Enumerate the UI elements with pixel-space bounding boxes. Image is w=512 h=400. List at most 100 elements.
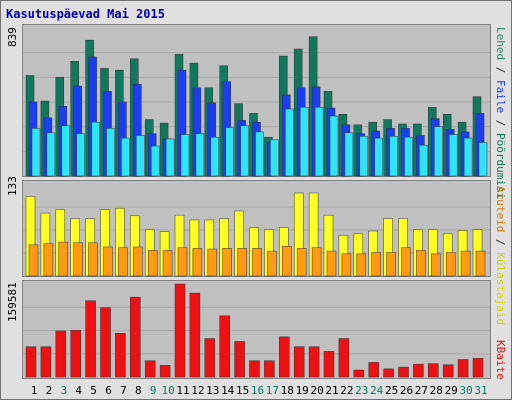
day-label: 26 — [400, 384, 413, 397]
bar-lehed — [61, 125, 71, 177]
bar-aruteid — [416, 250, 426, 277]
bar-aruteid — [341, 253, 352, 277]
bar-lehed — [419, 144, 428, 177]
bar-kbaite — [353, 369, 365, 378]
bar-kbaite — [264, 360, 275, 378]
bar-kbaite — [219, 315, 230, 378]
bar-kbaite — [55, 330, 67, 378]
bar-lehed — [225, 127, 234, 177]
day-label: 4 — [75, 384, 82, 397]
bar-aruteid — [147, 250, 158, 277]
bar-aruteid — [445, 252, 456, 277]
bar-aruteid — [311, 247, 322, 277]
day-label: 12 — [191, 384, 204, 397]
bar-aruteid — [222, 248, 232, 277]
day-label: 15 — [236, 384, 249, 397]
bar-aruteid — [162, 250, 173, 277]
bar-aruteid — [207, 248, 218, 277]
day-label: 21 — [325, 384, 338, 397]
bar-lehed — [106, 128, 115, 177]
bar-lehed — [389, 136, 398, 177]
bar-kbaite — [25, 346, 37, 378]
day-label: 18 — [281, 384, 294, 397]
bar-kbaite — [144, 360, 156, 378]
bar-aruteid — [401, 247, 411, 277]
bar-kbaite — [174, 283, 186, 378]
bar-aruteid — [431, 253, 441, 277]
day-label: 10 — [161, 384, 174, 397]
bar-kbaite — [40, 346, 52, 378]
bar-kbaite — [293, 346, 305, 378]
bar-aruteid — [326, 250, 337, 277]
bar-lehed — [150, 145, 160, 177]
bar-aruteid — [252, 248, 262, 277]
bar-lehed — [359, 136, 369, 177]
bar-lehed — [374, 137, 383, 177]
day-label: 1 — [31, 384, 38, 397]
bar-lehed — [240, 125, 249, 177]
bar-kbaite — [383, 368, 394, 378]
bar-kbaite — [234, 341, 245, 378]
bar-aruteid — [133, 246, 143, 277]
bar-kbaite — [398, 366, 409, 378]
bar-lehed — [165, 138, 175, 177]
bar-kbaite — [115, 333, 126, 378]
bar-lehed — [344, 132, 354, 177]
bar-lehed — [478, 142, 488, 177]
day-label: 8 — [135, 384, 142, 397]
bar-kbaite — [308, 346, 320, 378]
bar-aruteid — [88, 242, 98, 277]
bar-lehed — [434, 126, 443, 177]
bar-aruteid — [267, 250, 277, 277]
bar-kbaite — [279, 336, 290, 378]
day-label: 16 — [251, 384, 264, 397]
bar-aruteid — [177, 247, 188, 277]
bar-aruteid — [460, 250, 471, 277]
bar-kbaite — [189, 292, 201, 378]
day-label: 9 — [150, 384, 157, 397]
day-label: 30 — [459, 384, 472, 397]
bar-kbaite — [249, 360, 260, 378]
day-label: 7 — [120, 384, 127, 397]
bar-lehed — [404, 136, 413, 177]
bar-lehed — [91, 121, 100, 177]
bar-aruteid — [118, 247, 128, 277]
bar-lehed — [136, 135, 145, 177]
bar-lehed — [180, 134, 190, 177]
bar-kbaite — [100, 307, 111, 378]
bar-lehed — [31, 128, 41, 177]
day-label: 19 — [296, 384, 309, 397]
bar-kbaite — [159, 365, 171, 378]
bar-kbaite — [85, 300, 96, 378]
bar-aruteid — [282, 246, 292, 277]
bar-aruteid — [237, 248, 247, 277]
day-label: 22 — [340, 384, 353, 397]
bar-aruteid — [475, 250, 486, 277]
chart-title: Kasutuspäevad Mai 2015 — [6, 7, 165, 21]
bar-aruteid — [73, 242, 83, 277]
bar-lehed — [448, 134, 458, 177]
bar-aruteid — [103, 246, 113, 277]
day-label: 5 — [90, 384, 97, 397]
bar-lehed — [46, 132, 56, 177]
bar-kbaite — [323, 351, 335, 378]
day-label: 23 — [355, 384, 368, 397]
day-label: 25 — [385, 384, 398, 397]
bar-kbaite — [204, 338, 216, 378]
bar-kbaite — [338, 338, 350, 378]
bar-aruteid — [192, 248, 203, 277]
day-label: 27 — [415, 384, 428, 397]
bar-kbaite — [472, 358, 484, 378]
day-label: 6 — [105, 384, 112, 397]
day-label: 3 — [60, 384, 67, 397]
bar-aruteid — [43, 243, 54, 277]
bar-aruteid — [386, 252, 396, 277]
day-label: 20 — [310, 384, 323, 397]
day-label: 17 — [266, 384, 279, 397]
bar-aruteid — [356, 253, 367, 277]
bar-kbaite — [70, 330, 81, 378]
day-label: 29 — [445, 384, 458, 397]
bar-kbaite — [457, 359, 469, 378]
day-label: 31 — [474, 384, 487, 397]
